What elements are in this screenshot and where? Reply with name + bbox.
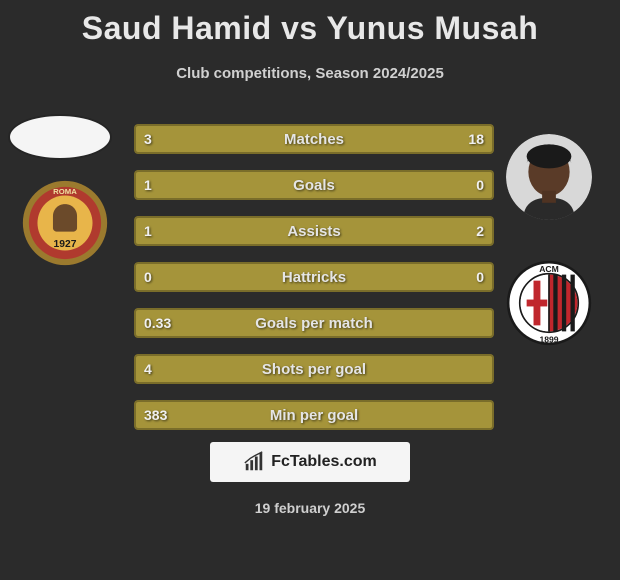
player1-photo: [8, 114, 112, 160]
svg-text:1927: 1927: [54, 239, 77, 250]
player1-club-badge: 1927 ROMA: [22, 180, 108, 266]
stat-row: 383Min per goal: [134, 400, 494, 430]
stat-row: 0.33Goals per match: [134, 308, 494, 338]
page-title: Saud Hamid vs Yunus Musah: [0, 0, 620, 47]
branding-badge: FcTables.com: [210, 442, 410, 482]
stat-label: Goals per match: [134, 308, 494, 338]
player2-club-badge: ACM 1899: [506, 260, 592, 346]
brand-text: FcTables.com: [271, 453, 377, 471]
chart-icon: [243, 451, 265, 473]
stat-label: Hattricks: [134, 262, 494, 292]
stat-label: Matches: [134, 124, 494, 154]
stat-label: Assists: [134, 216, 494, 246]
stat-label: Min per goal: [134, 400, 494, 430]
stat-row: 10Goals: [134, 170, 494, 200]
date-text: 19 february 2025: [0, 500, 620, 516]
stat-label: Shots per goal: [134, 354, 494, 384]
svg-text:ACM: ACM: [539, 264, 559, 274]
subtitle: Club competitions, Season 2024/2025: [0, 65, 620, 82]
stat-row: 12Assists: [134, 216, 494, 246]
stat-row: 318Matches: [134, 124, 494, 154]
svg-text:1899: 1899: [539, 335, 558, 345]
stat-label: Goals: [134, 170, 494, 200]
stat-row: 4Shots per goal: [134, 354, 494, 384]
player2-photo: [506, 134, 592, 220]
stats-container: 318Matches 10Goals 12Assists 00Hattricks 0.3…: [134, 124, 494, 446]
svg-text:ROMA: ROMA: [53, 187, 77, 196]
stat-row: 00Hattricks: [134, 262, 494, 292]
